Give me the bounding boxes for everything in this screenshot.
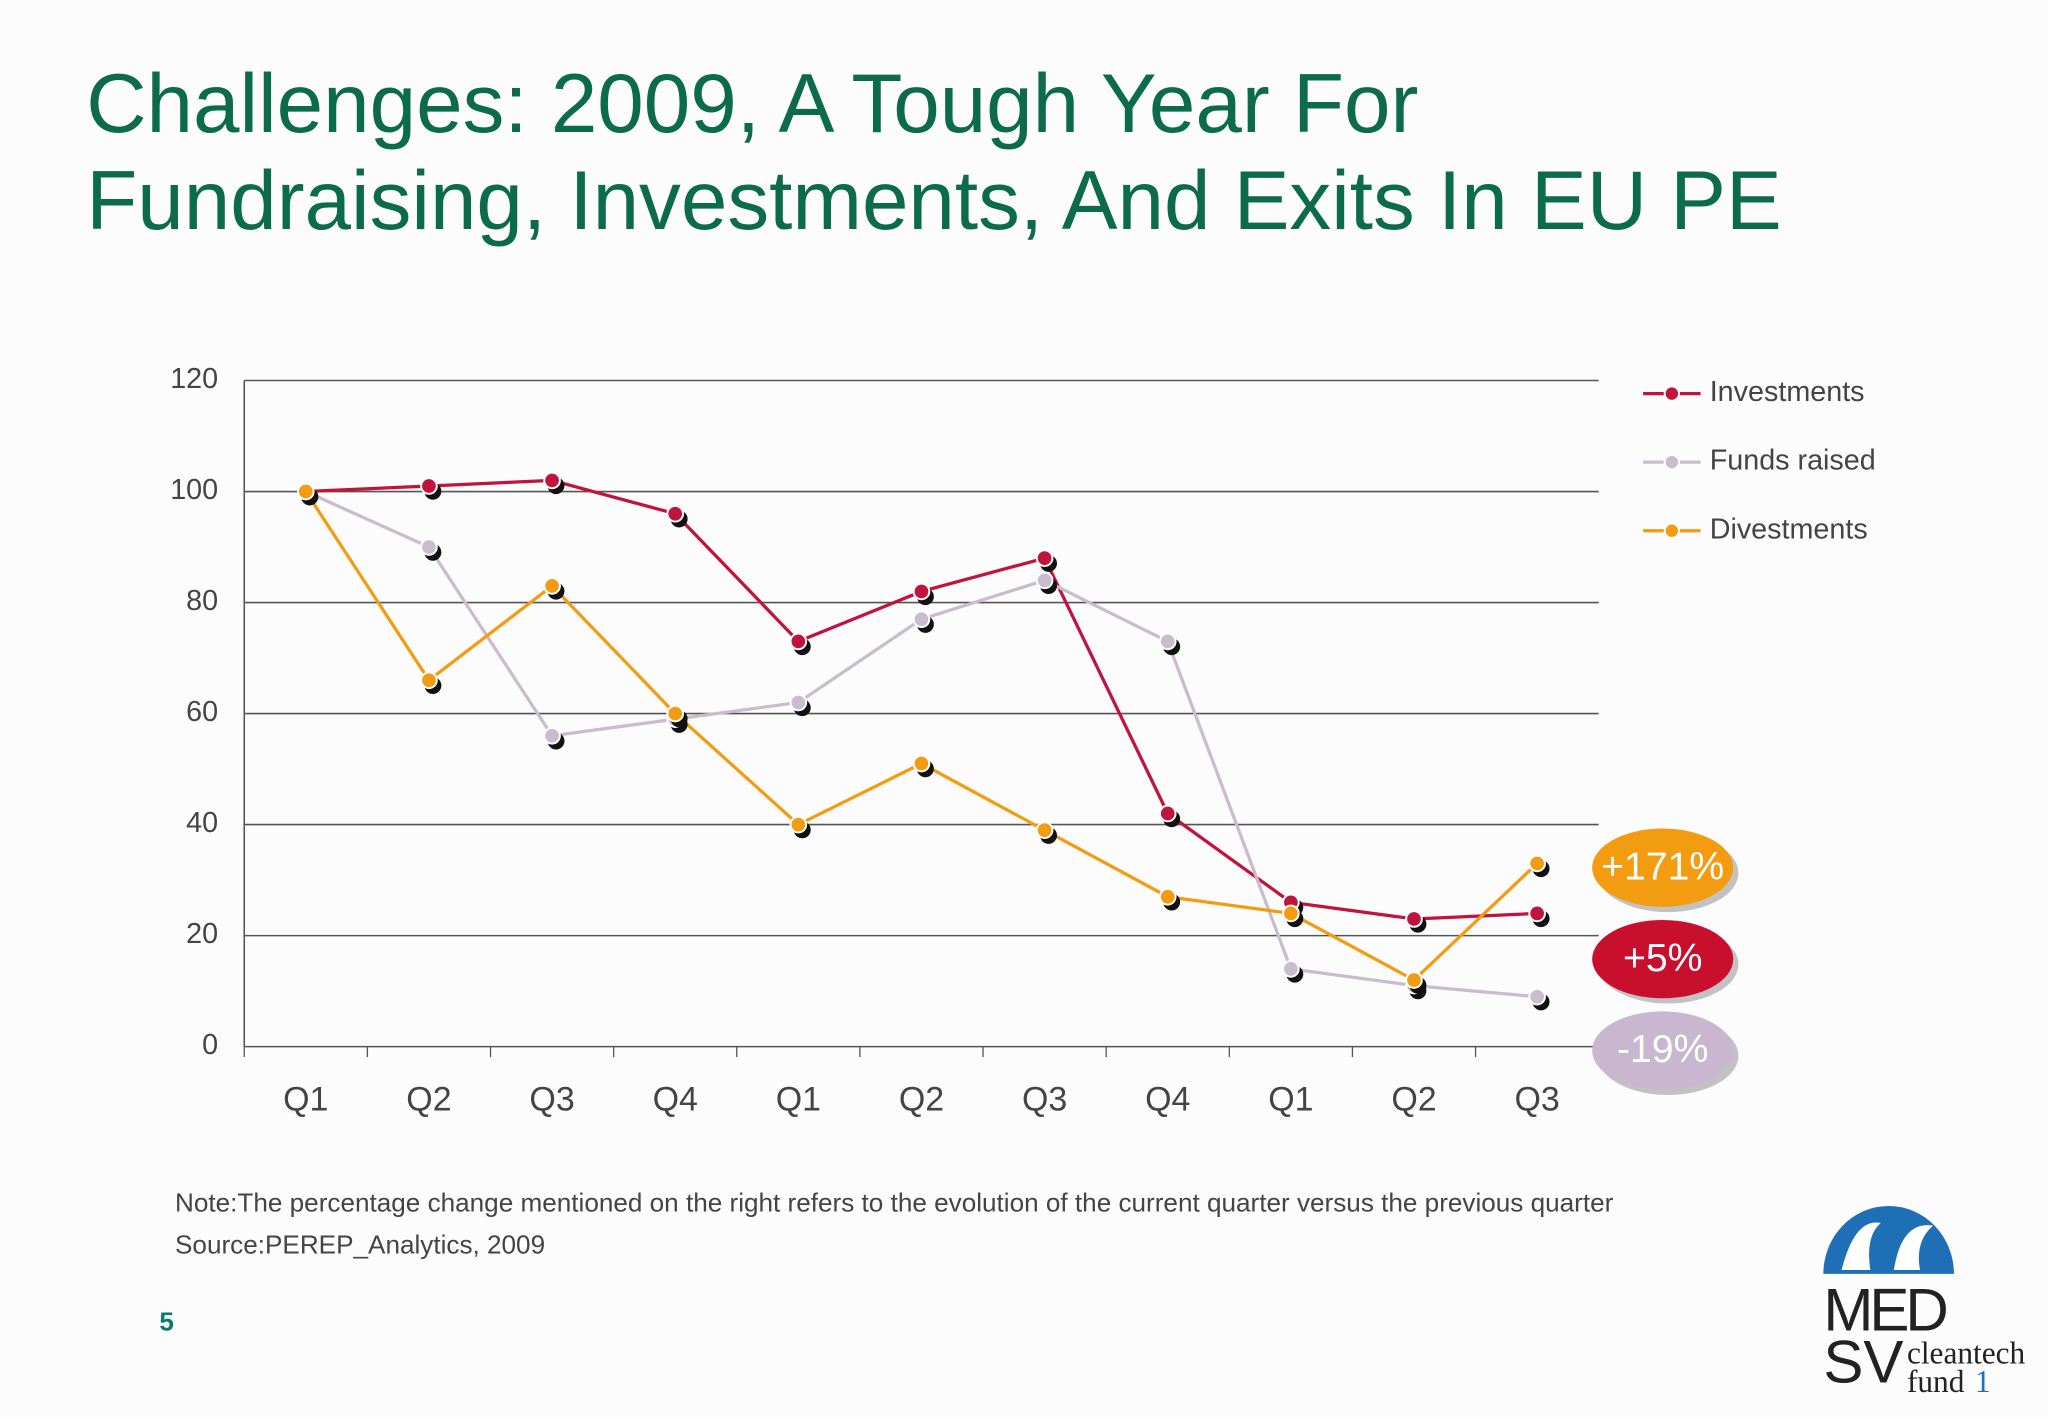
y-tick-label: 20 bbox=[186, 918, 218, 950]
marker bbox=[420, 538, 438, 556]
marker bbox=[1158, 804, 1177, 823]
marker bbox=[789, 815, 808, 834]
marker bbox=[666, 504, 685, 523]
marker bbox=[1035, 549, 1054, 567]
marker bbox=[1035, 571, 1054, 590]
logo-text: SV bbox=[1823, 1329, 1903, 1396]
badge-label: +171% bbox=[1601, 845, 1724, 888]
legend-marker bbox=[1663, 453, 1680, 471]
y-tick-label: 120 bbox=[170, 363, 218, 395]
marker bbox=[1282, 960, 1300, 978]
marker bbox=[1158, 887, 1177, 906]
note: Note:The percentage change mentioned on … bbox=[175, 1188, 1614, 1218]
y-tick-label: 40 bbox=[186, 807, 218, 839]
marker bbox=[543, 726, 561, 745]
legend-label: Funds raised bbox=[1710, 445, 1876, 477]
legend-label: Divestments bbox=[1710, 513, 1868, 545]
marker bbox=[912, 610, 931, 629]
badge bbox=[1592, 919, 1734, 999]
marker bbox=[1405, 971, 1423, 989]
marker bbox=[912, 582, 931, 601]
marker bbox=[296, 482, 315, 501]
logo-text: fund bbox=[1907, 1364, 1965, 1399]
x-tick-label: Q1 bbox=[283, 1080, 328, 1118]
marker bbox=[543, 471, 561, 490]
x-tick-label: Q2 bbox=[406, 1080, 451, 1118]
marker bbox=[912, 754, 931, 773]
marker bbox=[789, 693, 808, 712]
x-tick-label: Q3 bbox=[1022, 1080, 1067, 1118]
page-number: 5 bbox=[159, 1306, 174, 1336]
logo-text: 1 bbox=[1975, 1364, 1991, 1399]
logo-emblem-detail bbox=[1841, 1222, 1934, 1270]
logo: MED SV cleantech fund 1 bbox=[1823, 1205, 2026, 1399]
badge-label: -19% bbox=[1617, 1028, 1708, 1071]
note: Source:PEREP_Analytics, 2009 bbox=[175, 1229, 545, 1259]
badge bbox=[1592, 1011, 1734, 1090]
x-tick-label: Q3 bbox=[529, 1080, 574, 1118]
logo-text: cleantech bbox=[1907, 1335, 2026, 1370]
title-line: Fundraising, Investments, And Exits In E… bbox=[86, 153, 1782, 247]
badge-label: +5% bbox=[1623, 937, 1703, 980]
x-tick-label: Q2 bbox=[1391, 1080, 1436, 1118]
legend-marker bbox=[1663, 522, 1680, 539]
marker bbox=[1035, 821, 1054, 839]
marker bbox=[1528, 987, 1546, 1006]
marker bbox=[789, 632, 808, 651]
marker bbox=[420, 477, 438, 495]
y-tick-label: 80 bbox=[186, 585, 218, 617]
logo-text: MED bbox=[1823, 1276, 1948, 1343]
x-tick-label: Q3 bbox=[1514, 1080, 1559, 1118]
x-tick-label: Q1 bbox=[1268, 1080, 1313, 1118]
x-tick-label: Q4 bbox=[653, 1080, 698, 1118]
marker bbox=[1528, 904, 1546, 923]
marker bbox=[543, 577, 561, 595]
marker bbox=[1528, 854, 1546, 873]
title-line: Challenges: 2009, A Tough Year For bbox=[86, 56, 1418, 150]
marker bbox=[666, 704, 685, 723]
y-tick-label: 0 bbox=[202, 1029, 218, 1061]
chart: 0 20 40 60 80 100 120 Q1 Q2 Q3 Q4 Q1 Q2 Q3 Q4 Q1 Q2 Q3 Inv… bbox=[170, 363, 1876, 1118]
badge bbox=[1592, 828, 1734, 907]
x-tick-label: Q2 bbox=[899, 1080, 944, 1118]
legend-label: Investments bbox=[1710, 376, 1865, 408]
y-tick-label: 100 bbox=[170, 474, 218, 506]
marker bbox=[420, 671, 438, 690]
y-tick-label: 60 bbox=[186, 696, 218, 728]
marker bbox=[1282, 904, 1300, 923]
marker bbox=[1405, 910, 1423, 928]
legend-marker bbox=[1663, 385, 1680, 402]
x-tick-label: Q4 bbox=[1145, 1080, 1190, 1118]
x-tick-label: Q1 bbox=[776, 1080, 821, 1118]
marker bbox=[1158, 632, 1177, 651]
